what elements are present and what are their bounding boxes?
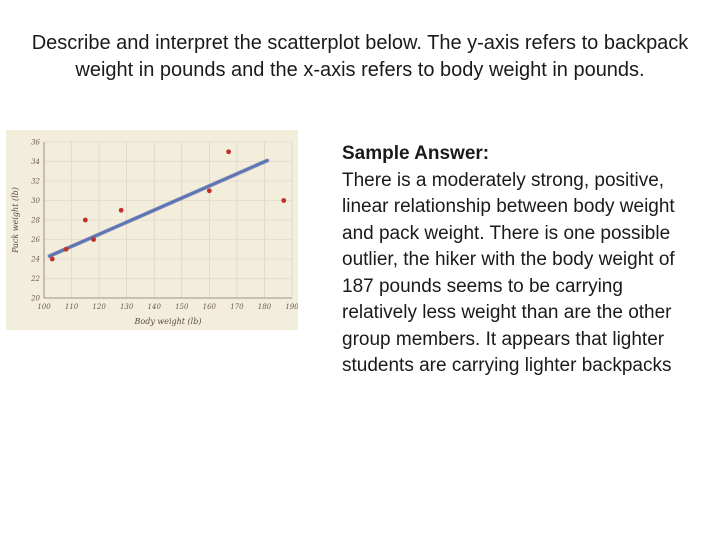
answer-body: There is a moderately strong, positive, … — [342, 169, 675, 377]
data-point — [206, 188, 212, 194]
y-tick-label: 32 — [31, 178, 40, 186]
x-tick-label: 110 — [65, 303, 79, 311]
data-point — [226, 149, 232, 155]
y-tick-label: 22 — [30, 275, 40, 283]
axes — [43, 142, 292, 299]
x-axis-label: Body weight (lb) — [134, 317, 202, 326]
points-group — [49, 149, 287, 262]
answer-block: Sample Answer: There is a moderately str… — [342, 141, 692, 380]
fit-line — [48, 159, 269, 258]
tick-labels: 100 110 120 130 140 150 160 170 180 190 20 22 24 26 28… — [30, 139, 298, 312]
data-point — [91, 237, 96, 242]
question-text: Describe and interpret the scatterplot b… — [31, 32, 689, 81]
y-tick-label: 36 — [31, 139, 40, 147]
fit-line-group — [47, 158, 270, 259]
x-tick-label: 170 — [230, 303, 244, 311]
x-tick-label: 150 — [175, 303, 189, 311]
x-tick-label: 140 — [148, 303, 162, 311]
y-tick-label: 24 — [30, 256, 40, 264]
scatterplot-svg: 100 110 120 130 140 150 160 170 180 190 20 22 24 26 28… — [11, 139, 298, 327]
data-point — [82, 217, 88, 223]
y-tick-label: 26 — [30, 236, 40, 244]
answer-heading: Sample Answer: — [342, 143, 490, 164]
data-point — [281, 198, 287, 203]
y-tick-label: 28 — [30, 217, 40, 225]
data-point — [49, 256, 55, 262]
x-tick-label: 100 — [37, 303, 51, 311]
x-tick-label: 180 — [258, 303, 272, 311]
data-point — [63, 246, 69, 252]
y-axis-label: Pack weight (lb) — [11, 187, 20, 254]
x-tick-label: 120 — [92, 303, 106, 311]
y-tick-label: 30 — [31, 197, 40, 205]
x-tick-label: 130 — [120, 303, 134, 311]
scatterplot: 100 110 120 130 140 150 160 170 180 190 20 22 24 26 28… — [6, 130, 298, 330]
x-tick-label: 190 — [285, 303, 298, 311]
y-tick-label: 34 — [31, 158, 40, 166]
x-tick-label: 160 — [203, 303, 217, 311]
y-tick-label: 20 — [30, 295, 40, 303]
data-point — [118, 207, 124, 213]
